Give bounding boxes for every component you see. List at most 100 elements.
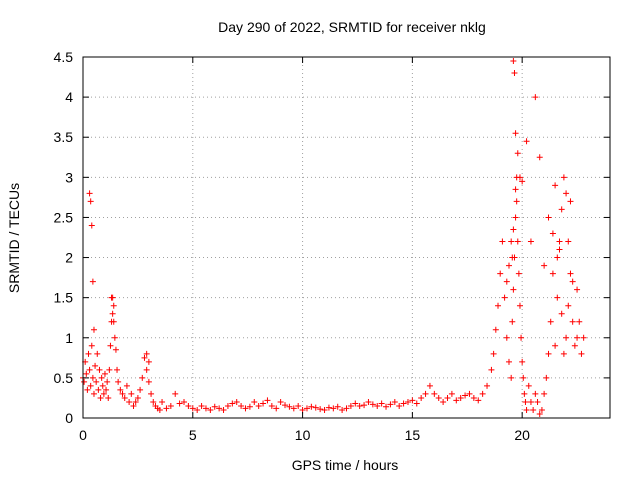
data-point	[512, 214, 519, 221]
data-point	[499, 238, 506, 245]
data-point	[519, 358, 526, 365]
data-point	[513, 198, 520, 205]
data-point	[255, 402, 262, 409]
data-point	[95, 386, 102, 393]
data-point	[224, 402, 231, 409]
data-point	[233, 398, 240, 405]
data-point	[512, 130, 519, 137]
data-point	[514, 150, 521, 157]
data-point	[126, 398, 133, 405]
data-point	[115, 378, 122, 385]
data-point	[475, 397, 482, 404]
data-point	[321, 406, 328, 413]
data-point	[495, 302, 502, 309]
data-point	[492, 326, 499, 333]
data-point	[86, 366, 93, 373]
data-point	[558, 206, 565, 213]
data-point	[325, 404, 332, 411]
data-point	[527, 238, 534, 245]
data-point	[130, 402, 137, 409]
data-point	[83, 370, 90, 377]
data-point	[81, 378, 88, 385]
data-point	[290, 405, 297, 412]
data-point	[505, 262, 512, 269]
data-point	[104, 378, 111, 385]
data-point	[516, 174, 523, 181]
data-point	[547, 318, 554, 325]
data-point	[374, 402, 381, 409]
data-point	[490, 350, 497, 357]
data-point	[181, 398, 188, 405]
x-tick-label: 10	[295, 427, 311, 443]
x-tick-label: 15	[405, 427, 421, 443]
data-point	[409, 397, 416, 404]
data-point	[470, 394, 477, 401]
data-point	[277, 398, 284, 405]
data-point	[563, 190, 570, 197]
data-point	[565, 302, 572, 309]
data-point	[264, 397, 271, 404]
data-point	[387, 401, 394, 408]
data-point	[352, 400, 359, 407]
data-point	[238, 402, 245, 409]
data-point	[571, 342, 578, 349]
data-point	[503, 278, 510, 285]
axis-ticks: 0 5 10 15 20 0 0.5 1 1.5 2 2.5 3 3.5 4 4.5	[54, 49, 610, 443]
data-point	[107, 342, 114, 349]
data-point	[117, 386, 124, 393]
data-point	[453, 397, 460, 404]
y-tick-label: 0.5	[54, 370, 74, 386]
y-tick-label: 2.5	[54, 209, 74, 225]
data-point	[143, 350, 150, 357]
x-tick-label: 0	[79, 427, 87, 443]
data-point	[404, 398, 411, 405]
data-point	[246, 403, 253, 410]
data-point	[552, 342, 559, 349]
data-point	[110, 318, 117, 325]
data-point	[515, 270, 522, 277]
data-point	[560, 174, 567, 181]
data-point	[194, 406, 201, 413]
data-point	[110, 302, 117, 309]
data-point	[156, 406, 163, 413]
data-point	[519, 178, 526, 185]
data-point	[556, 238, 563, 245]
data-point	[509, 318, 516, 325]
data-point	[185, 402, 192, 409]
data-point	[106, 366, 113, 373]
data-point	[466, 390, 473, 397]
data-point	[558, 310, 565, 317]
data-point	[505, 358, 512, 365]
data-point	[413, 400, 420, 407]
data-point	[132, 398, 139, 405]
data-point	[229, 400, 236, 407]
data-point	[426, 382, 433, 389]
data-point	[86, 190, 93, 197]
data-point	[574, 334, 581, 341]
data-point	[462, 392, 469, 399]
data-point	[339, 406, 346, 413]
data-point	[207, 406, 214, 413]
data-point	[299, 406, 306, 413]
x-tick-label: 20	[514, 427, 530, 443]
y-tick-label: 2	[65, 250, 73, 266]
data-point	[98, 374, 105, 381]
data-point	[148, 390, 155, 397]
data-point	[435, 394, 442, 401]
data-point	[514, 238, 521, 245]
data-point	[330, 405, 337, 412]
data-point	[308, 403, 315, 410]
data-point	[343, 405, 350, 412]
data-point	[521, 390, 528, 397]
data-point	[497, 270, 504, 277]
data-point	[172, 390, 179, 397]
data-point	[501, 294, 508, 301]
data-points	[80, 58, 587, 417]
data-point	[508, 238, 515, 245]
data-point	[216, 405, 223, 412]
data-point	[295, 402, 302, 409]
data-point	[189, 405, 196, 412]
data-point	[87, 198, 94, 205]
data-point	[549, 270, 556, 277]
x-axis-label: GPS time / hours	[292, 457, 399, 473]
